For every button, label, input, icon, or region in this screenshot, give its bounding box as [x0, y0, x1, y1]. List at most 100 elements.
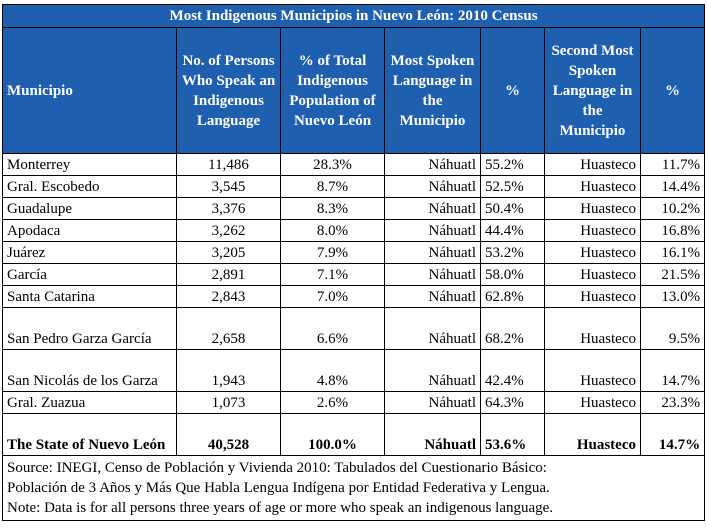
cell-pct2: 10.2% [639, 197, 706, 220]
table-row: Gral. Zuazua 1,073 2.6% Náhuatl 64.3% Hu… [2, 391, 706, 414]
cell-pct2: 9.5% [639, 307, 706, 350]
cell-persons: 1,943 [176, 349, 281, 392]
cell-municipio: Gral. Zuazua [2, 391, 177, 414]
header-pct1: % [480, 27, 545, 154]
header-municipio: Municipio [2, 27, 177, 154]
table-row: Santa Catarina 2,843 7.0% Náhuatl 62.8% … [2, 285, 706, 308]
cell-pct-total: 6.6% [280, 307, 385, 350]
cell-municipio: Guadalupe [2, 197, 177, 220]
cell-municipio: Gral. Escobedo [2, 175, 177, 198]
cell-persons: 2,843 [176, 285, 281, 308]
source-row: Source: INEGI, Censo de Población y Vivi… [1, 455, 706, 521]
table-row: Apodaca 3,262 8.0% Náhuatl 44.4% Huastec… [2, 219, 706, 242]
cell-pct-total: 7.1% [280, 263, 385, 286]
cell-pct-total: 8.7% [280, 175, 385, 198]
cell-pct-total: 7.9% [280, 241, 385, 264]
cell-pct2: 23.3% [639, 391, 706, 414]
table-row: San Nicolás de los Garza 1,943 4.8% Náhu… [2, 349, 706, 392]
cell-lang2: Huasteco [544, 391, 641, 414]
cell-lang1: Náhuatl [384, 153, 481, 176]
header-pct2: % [639, 27, 706, 154]
total-pct2: 14.7% [639, 413, 706, 456]
cell-pct2: 11.7% [639, 153, 706, 176]
table-row: Guadalupe 3,376 8.3% Náhuatl 50.4% Huast… [2, 197, 706, 220]
cell-pct2: 21.5% [639, 263, 706, 286]
total-persons: 40,528 [176, 413, 281, 456]
cell-lang2: Huasteco [544, 153, 641, 176]
cell-pct-total: 8.0% [280, 219, 385, 242]
total-pct1: 53.6% [480, 413, 545, 456]
cell-municipio: San Pedro Garza García [2, 307, 177, 350]
cell-pct1: 62.8% [480, 285, 545, 308]
cell-pct-total: 28.3% [280, 153, 385, 176]
table-wrapper: Most Indigenous Municipios in Nuevo León… [1, 4, 706, 521]
cell-persons: 3,376 [176, 197, 281, 220]
cell-pct1: 44.4% [480, 219, 545, 242]
cell-persons: 2,891 [176, 263, 281, 286]
cell-persons: 1,073 [176, 391, 281, 414]
cell-lang2: Huasteco [544, 349, 641, 392]
cell-lang1: Náhuatl [384, 241, 481, 264]
cell-lang2: Huasteco [544, 175, 641, 198]
table-row: Gral. Escobedo 3,545 8.7% Náhuatl 52.5% … [2, 175, 706, 198]
cell-pct2: 16.1% [639, 241, 706, 264]
cell-pct2: 16.8% [639, 219, 706, 242]
total-pct-total: 100.0% [280, 413, 385, 456]
total-row: The State of Nuevo León 40,528 100.0% Ná… [2, 413, 706, 456]
header-most-spoken: Most Spoken Language in the Municipio [384, 27, 481, 154]
cell-pct2: 14.4% [639, 175, 706, 198]
header-persons: No. of Persons Who Speak an Indigenous L… [176, 27, 281, 154]
total-municipio: The State of Nuevo León [2, 413, 177, 456]
cell-lang2: Huasteco [544, 219, 641, 242]
cell-lang2: Huasteco [544, 263, 641, 286]
cell-persons: 3,262 [176, 219, 281, 242]
cell-persons: 3,205 [176, 241, 281, 264]
cell-persons: 3,545 [176, 175, 281, 198]
cell-lang2: Huasteco [544, 307, 641, 350]
cell-municipio: Apodaca [2, 219, 177, 242]
cell-pct1: 50.4% [480, 197, 545, 220]
cell-pct1: 64.3% [480, 391, 545, 414]
total-lang2: Huasteco [544, 413, 641, 456]
cell-municipio: Santa Catarina [2, 285, 177, 308]
cell-lang1: Náhuatl [384, 175, 481, 198]
cell-municipio: Juárez [2, 241, 177, 264]
cell-pct1: 53.2% [480, 241, 545, 264]
cell-pct1: 52.5% [480, 175, 545, 198]
cell-municipio: García [2, 263, 177, 286]
table-row: Monterrey 11,486 28.3% Náhuatl 55.2% Hua… [2, 153, 706, 176]
cell-lang1: Náhuatl [384, 285, 481, 308]
cell-lang2: Huasteco [544, 241, 641, 264]
cell-lang1: Náhuatl [384, 349, 481, 392]
cell-municipio: San Nicolás de los Garza [2, 349, 177, 392]
total-lang1: Náhuatl [384, 413, 481, 456]
cell-lang1: Náhuatl [384, 197, 481, 220]
table-title: Most Indigenous Municipios in Nuevo León… [1, 4, 706, 28]
cell-lang2: Huasteco [544, 197, 641, 220]
cell-pct2: 14.7% [639, 349, 706, 392]
cell-pct-total: 2.6% [280, 391, 385, 414]
table-row: Juárez 3,205 7.9% Náhuatl 53.2% Huasteco… [2, 241, 706, 264]
source-line: Población de 3 Años y Más Que Habla Leng… [7, 480, 550, 496]
municipios-table: Most Indigenous Municipios in Nuevo León… [1, 4, 706, 521]
note-line: Note: Data is for all persons three year… [7, 500, 554, 516]
source-line: Source: INEGI, Censo de Población y Vivi… [7, 460, 547, 476]
cell-pct1: 68.2% [480, 307, 545, 350]
source-note: Source: INEGI, Censo de Población y Vivi… [1, 455, 706, 521]
cell-lang1: Náhuatl [384, 219, 481, 242]
cell-pct1: 55.2% [480, 153, 545, 176]
table-row: García 2,891 7.1% Náhuatl 58.0% Huasteco… [2, 263, 706, 286]
table-row: San Pedro Garza García 2,658 6.6% Náhuat… [2, 307, 706, 350]
header-pct-total: % of Total Indigenous Population of Nuev… [280, 27, 385, 154]
cell-municipio: Monterrey [2, 153, 177, 176]
cell-pct-total: 8.3% [280, 197, 385, 220]
cell-pct-total: 4.8% [280, 349, 385, 392]
cell-persons: 2,658 [176, 307, 281, 350]
cell-pct1: 42.4% [480, 349, 545, 392]
cell-lang1: Náhuatl [384, 307, 481, 350]
cell-lang1: Náhuatl [384, 263, 481, 286]
cell-pct2: 13.0% [639, 285, 706, 308]
cell-pct1: 58.0% [480, 263, 545, 286]
cell-lang1: Náhuatl [384, 391, 481, 414]
cell-persons: 11,486 [176, 153, 281, 176]
